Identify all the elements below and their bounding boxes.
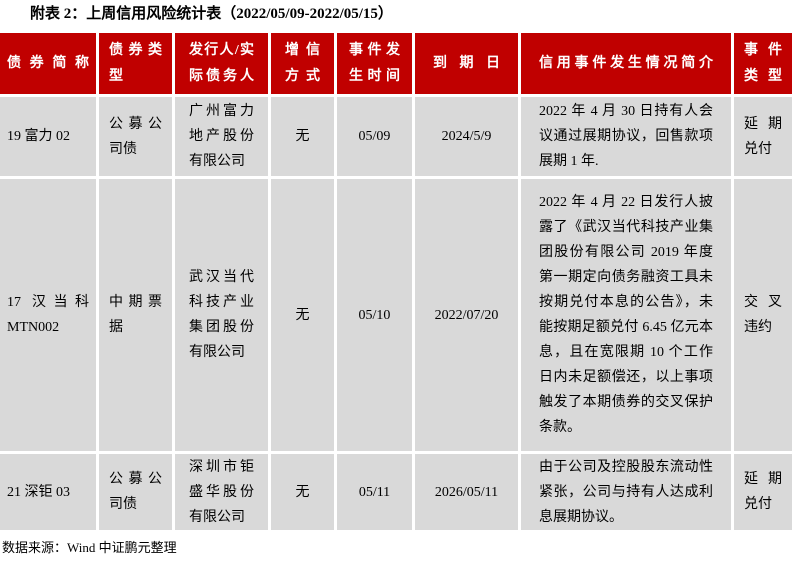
cell-event-date: 05/11 bbox=[337, 454, 412, 530]
cell-bond-type: 公募公司债 bbox=[99, 97, 172, 176]
cell-event-date: 05/09 bbox=[337, 97, 412, 176]
column-header-label: 债券类型 bbox=[109, 42, 162, 84]
cell-bond-name: 17 汉当科 MTN002 bbox=[0, 179, 96, 451]
cell-text: 2022 年 4 月 22 日发行人披露了《武汉当代科技产业集团股份有限公司 2… bbox=[539, 195, 713, 435]
column-header-maturity-date: 到期日 bbox=[415, 33, 518, 94]
cell-text: 公募公司债 bbox=[109, 472, 162, 512]
cell-bond-name: 21 深钜 03 bbox=[0, 454, 96, 530]
credit-risk-table: 债券简称 债券类型 发行人/实际债务人 增信方式 事件发生时间 到期日 信用事件… bbox=[0, 33, 792, 530]
column-header-issuer: 发行人/实际债务人 bbox=[175, 33, 268, 94]
column-header-event-type: 事件类型 bbox=[734, 33, 792, 94]
cell-issuer: 广州富力地产股份有限公司 bbox=[175, 97, 268, 176]
cell-bond-name: 19 富力 02 bbox=[0, 97, 96, 176]
cell-maturity-date: 2024/5/9 bbox=[415, 97, 518, 176]
cell-text: 2026/05/11 bbox=[434, 484, 499, 500]
cell-text: 05/09 bbox=[358, 129, 391, 144]
cell-credit-enhancement: 无 bbox=[271, 179, 334, 451]
cell-event-type: 延期兑付 bbox=[734, 97, 792, 176]
cell-text: 21 深钜 03 bbox=[7, 484, 70, 500]
cell-issuer: 深圳市钜盛华股份有限公司 bbox=[175, 454, 268, 530]
cell-text: 交叉违约 bbox=[744, 295, 782, 335]
cell-bond-type: 公募公司债 bbox=[99, 454, 172, 530]
cell-credit-enhancement: 无 bbox=[271, 454, 334, 530]
cell-text: 2022 年 4 月 30 日持有人会议通过展期协议，回售款项展期 1 年. bbox=[539, 104, 713, 169]
cell-event-type: 交叉违约 bbox=[734, 179, 792, 451]
column-header-bond-type: 债券类型 bbox=[99, 33, 172, 94]
cell-text: 无 bbox=[295, 129, 310, 144]
cell-credit-enhancement: 无 bbox=[271, 97, 334, 176]
column-header-credit-enhancement: 增信方式 bbox=[271, 33, 334, 94]
column-header-bond-name: 债券简称 bbox=[0, 33, 96, 94]
cell-event-summary: 2022 年 4 月 30 日持有人会议通过展期协议，回售款项展期 1 年. bbox=[521, 97, 731, 176]
cell-text: 深圳市钜盛华股份有限公司 bbox=[189, 459, 254, 525]
cell-text: 2022/07/20 bbox=[434, 307, 499, 323]
cell-text: 无 bbox=[295, 307, 310, 323]
cell-text: 由于公司及控股股东流动性紧张，公司与持有人达成利息展期协议。 bbox=[539, 459, 713, 525]
cell-text: 05/11 bbox=[358, 484, 391, 500]
column-header-event-summary: 信用事件发生情况简介 bbox=[521, 33, 731, 94]
cell-text: 中期票据 bbox=[109, 295, 162, 335]
column-header-label: 发行人/实际债务人 bbox=[189, 42, 254, 84]
cell-text: 17 汉当科 MTN002 bbox=[7, 295, 89, 335]
cell-text: 05/10 bbox=[358, 307, 391, 323]
column-header-label: 事件发生时间 bbox=[349, 42, 400, 84]
cell-maturity-date: 2026/05/11 bbox=[415, 454, 518, 530]
cell-text: 19 富力 02 bbox=[7, 129, 70, 144]
cell-bond-type: 中期票据 bbox=[99, 179, 172, 451]
cell-text: 2024/5/9 bbox=[441, 129, 492, 144]
column-header-label: 增信方式 bbox=[285, 42, 320, 84]
cell-event-summary: 由于公司及控股股东流动性紧张，公司与持有人达成利息展期协议。 bbox=[521, 454, 731, 530]
cell-text: 广州富力地产股份有限公司 bbox=[189, 104, 254, 169]
cell-event-type: 延期兑付 bbox=[734, 454, 792, 530]
cell-issuer: 武汉当代科技产业集团股份有限公司 bbox=[175, 179, 268, 451]
cell-event-date: 05/10 bbox=[337, 179, 412, 451]
column-header-label: 债券简称 bbox=[7, 55, 89, 71]
cell-text: 公募公司债 bbox=[109, 116, 162, 157]
column-header-event-date: 事件发生时间 bbox=[337, 33, 412, 94]
cell-text: 延期兑付 bbox=[744, 116, 782, 157]
column-header-label: 信用事件发生情况简介 bbox=[539, 55, 713, 71]
table-title: 附表 2：上周信用风险统计表（2022/05/09-2022/05/15） bbox=[30, 6, 393, 22]
cell-text: 延期兑付 bbox=[744, 472, 782, 512]
data-source-note: 数据来源：Wind 中证鹏元整理 bbox=[2, 540, 177, 555]
cell-event-summary: 2022 年 4 月 22 日发行人披露了《武汉当代科技产业集团股份有限公司 2… bbox=[521, 179, 731, 451]
column-header-label: 到期日 bbox=[433, 55, 500, 71]
cell-text: 武汉当代科技产业集团股份有限公司 bbox=[189, 270, 254, 360]
cell-maturity-date: 2022/07/20 bbox=[415, 179, 518, 451]
column-header-label: 事件类型 bbox=[744, 42, 782, 84]
cell-text: 无 bbox=[295, 484, 310, 500]
